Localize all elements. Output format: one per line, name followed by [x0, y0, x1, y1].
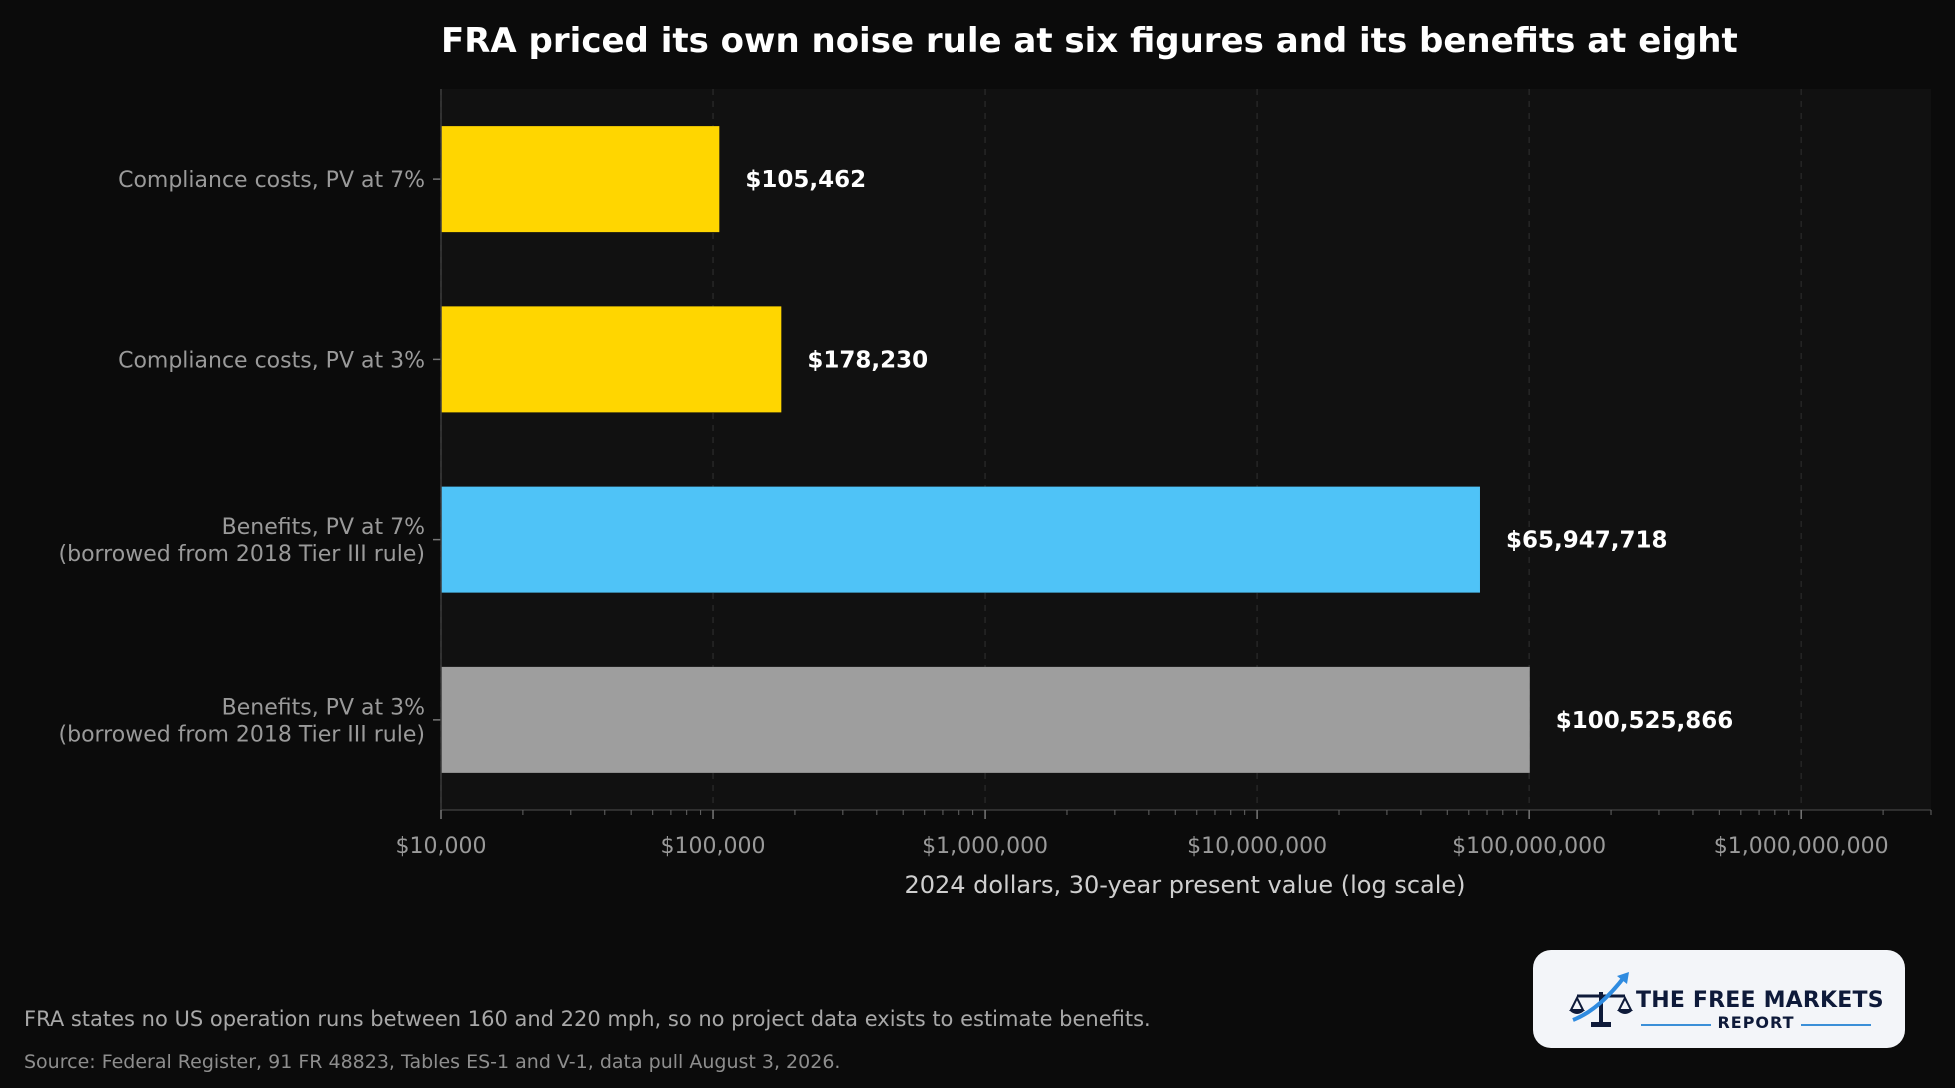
data-label: $178,230	[807, 347, 928, 373]
axes: Compliance costs, PV at 7% Compliance cos…	[59, 89, 1932, 859]
bar	[441, 126, 720, 233]
logo-subtitle: REPORT	[1717, 1013, 1795, 1032]
category-label: Compliance costs, PV at 3%	[118, 348, 425, 373]
logo-title: THE FREE MARKETS	[1636, 988, 1884, 1013]
x-axis-title: 2024 dollars, 30-year present value (log…	[904, 871, 1465, 899]
category-label: (borrowed from 2018 Tier III rule)	[59, 722, 425, 747]
scales-arrow-icon	[1569, 972, 1633, 1027]
bar	[441, 306, 782, 413]
data-label: $65,947,718	[1506, 528, 1668, 554]
source-note: Source: Federal Register, 91 FR 48823, T…	[24, 1051, 841, 1073]
logo-rule-left	[1641, 1024, 1711, 1026]
bar-chart: FRA priced its own noise rule at six fig…	[59, 21, 1932, 899]
bar	[441, 666, 1530, 773]
tick-label: $100,000,000	[1452, 834, 1606, 859]
category-label: (borrowed from 2018 Tier III rule)	[59, 542, 425, 567]
bars: $105,462 $178,230 $65,947,718 $100,525,866	[441, 126, 1733, 773]
data-label: $100,525,866	[1556, 708, 1734, 734]
tick-label: $10,000	[396, 834, 487, 859]
chart-title: FRA priced its own noise rule at six fig…	[441, 21, 1738, 61]
tick-label: $10,000,000	[1187, 834, 1327, 859]
data-label: $105,462	[745, 167, 866, 193]
category-label: Compliance costs, PV at 7%	[118, 168, 425, 193]
brand-logo: THE FREE MARKETS REPORT	[1533, 950, 1905, 1048]
logo-rule-right	[1801, 1024, 1871, 1026]
tick-label: $1,000,000	[922, 834, 1048, 859]
tick-label: $100,000	[661, 834, 766, 859]
footnote: FRA states no US operation runs between …	[24, 1007, 1151, 1031]
bar	[441, 486, 1480, 593]
category-label: Benefits, PV at 7%	[222, 515, 425, 540]
category-label: Benefits, PV at 3%	[222, 695, 425, 720]
tick-label: $1,000,000,000	[1714, 834, 1889, 859]
